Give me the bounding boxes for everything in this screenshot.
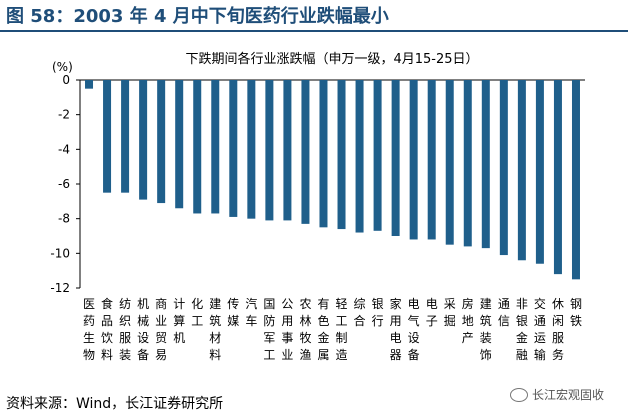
bar	[553, 80, 562, 275]
bar	[301, 80, 310, 224]
x-tick-label: 电气设备	[408, 297, 420, 362]
x-tick-label: 家用电器	[390, 296, 402, 362]
bar	[571, 80, 580, 280]
x-tick-label: 房地产	[462, 296, 474, 345]
unit-label: (%)	[52, 60, 73, 74]
source-note: 资料来源：Wind，长江证券研究所	[6, 396, 224, 412]
x-tick-label: 通信	[498, 297, 510, 328]
x-tick-label: 交通运输	[534, 296, 546, 362]
chart-title: 下跌期间各行业涨跌幅（申万一级，4月15-25日）	[185, 51, 478, 67]
bar	[265, 80, 274, 221]
y-tick-label: 0	[62, 73, 70, 87]
y-tick-label: -8	[58, 212, 70, 226]
y-tick-label: -4	[58, 142, 70, 156]
bar-chart: 下跌期间各行业涨跌幅（申万一级，4月15-25日） (%) 0 -2 -4 -6 -8 -…	[50, 51, 585, 362]
bar	[517, 80, 526, 261]
bar	[409, 80, 418, 240]
watermark-text: 长江宏观固收	[532, 388, 605, 402]
bar	[193, 80, 202, 214]
x-tick-label: 电子	[426, 297, 438, 328]
bar	[463, 80, 472, 247]
x-tick-label: 采掘	[444, 297, 456, 328]
bar	[337, 80, 346, 230]
x-tick-label: 公用事业	[281, 297, 293, 362]
title-divider	[0, 30, 628, 32]
y-tick-label: -6	[58, 177, 70, 191]
bar	[175, 80, 184, 209]
x-tick-label: 传媒	[227, 296, 239, 328]
bar	[535, 80, 544, 264]
y-tick-label: -12	[50, 281, 70, 295]
x-tick-label: 综合	[354, 297, 366, 328]
x-tick-label: 非银金融	[516, 297, 528, 362]
bar	[373, 80, 382, 231]
x-tick-label: 汽车	[245, 296, 257, 328]
bar	[499, 80, 508, 256]
x-tick-label: 计算机	[173, 297, 185, 345]
bar	[445, 80, 454, 245]
x-tick-label: 食品饮料	[101, 296, 113, 362]
y-tick-label: -10	[50, 246, 70, 260]
x-tick-label: 建筑材料	[209, 297, 221, 362]
x-tick-label: 钢铁	[570, 297, 582, 328]
bars	[85, 80, 580, 280]
bar	[211, 80, 220, 214]
bar	[85, 80, 94, 89]
bar	[229, 80, 238, 217]
x-axis-labels: 医药生物食品饮料纺织服装机械设备商业贸易计算机化工建筑材料传媒汽车国防军工公用事…	[83, 296, 582, 362]
x-tick-label: 国防军工	[263, 297, 275, 362]
bar	[355, 80, 364, 233]
bar	[283, 80, 292, 221]
bar	[391, 80, 400, 236]
watermark: 长江宏观固收	[510, 386, 604, 403]
x-tick-label: 农林牧渔	[299, 297, 311, 362]
x-tick-label: 化工	[191, 297, 203, 328]
x-tick-label: 机械设备	[137, 297, 149, 362]
x-tick-label: 医药生物	[83, 297, 95, 362]
x-tick-label: 休闲服务	[552, 297, 564, 362]
bar	[103, 80, 112, 193]
bar	[319, 80, 328, 228]
bar	[121, 80, 130, 193]
x-tick-label: 有色金属	[317, 297, 329, 362]
bar	[481, 80, 490, 249]
x-tick-label: 纺织服装	[119, 297, 131, 362]
bar	[427, 80, 436, 240]
bar	[139, 80, 148, 200]
x-tick-label: 建筑装饰	[480, 297, 492, 362]
x-tick-label: 银行	[372, 297, 384, 328]
x-tick-label: 轻工制造	[336, 297, 348, 362]
y-tick-label: -2	[58, 108, 70, 122]
wechat-icon	[510, 387, 528, 402]
x-tick-label: 商业贸易	[155, 296, 167, 362]
bar	[247, 80, 256, 219]
figure-title: 图 58：2003 年 4 月中下旬医药行业跌幅最小	[6, 6, 389, 27]
bar	[157, 80, 166, 204]
